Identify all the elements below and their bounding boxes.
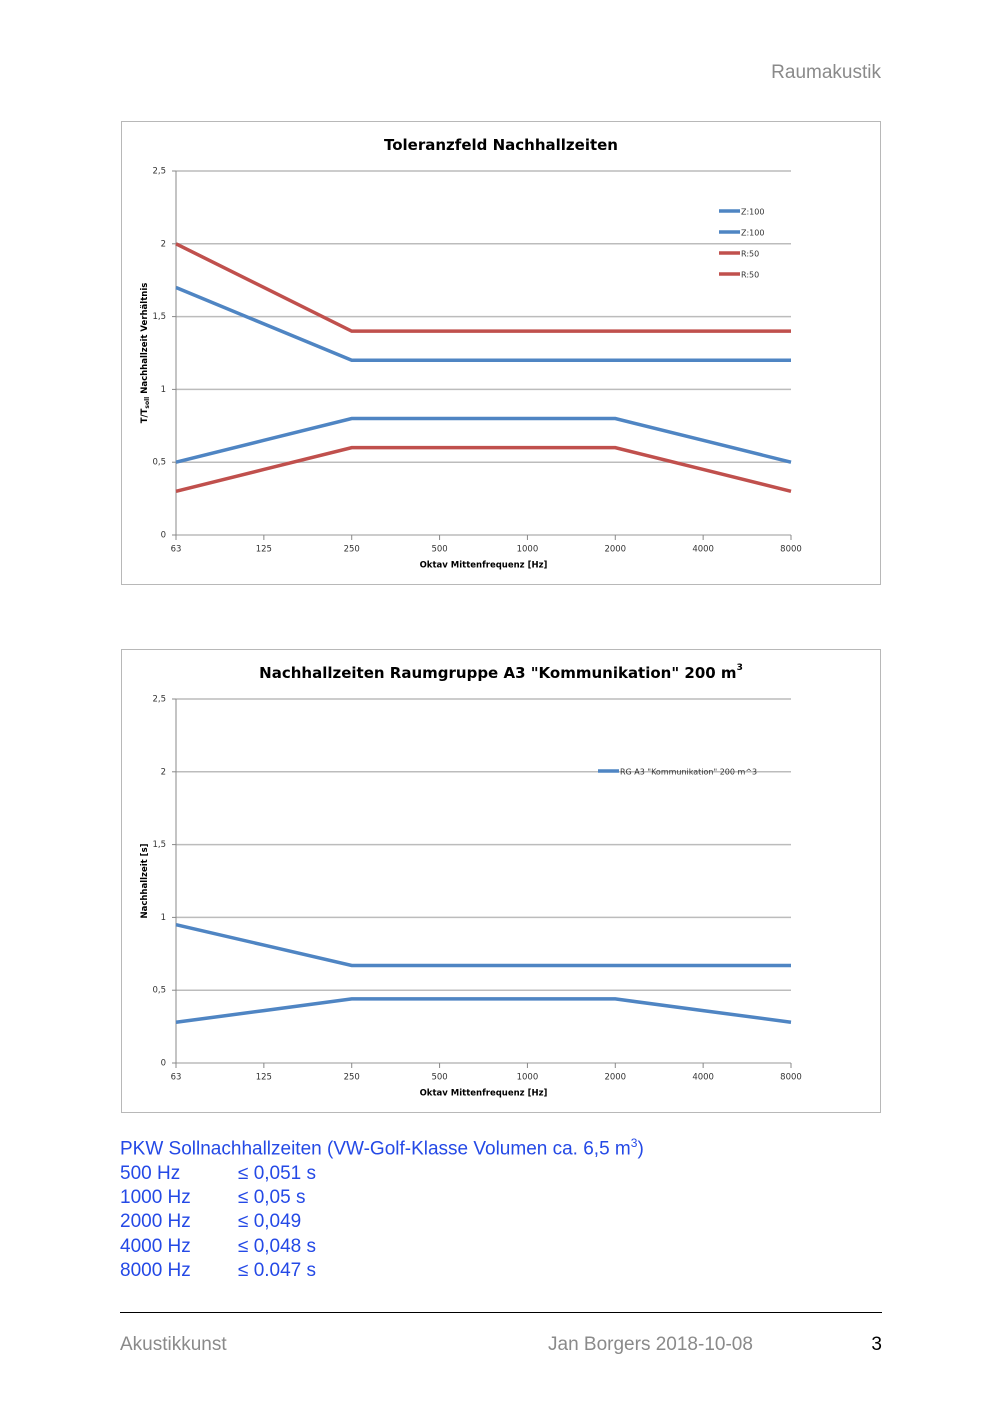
series-line bbox=[175, 922, 791, 968]
y-tick-label: 1,5 bbox=[152, 840, 166, 850]
x-tick-label: 63 bbox=[171, 1073, 182, 1083]
y-tick-label: 0,5 bbox=[152, 458, 166, 468]
title-text: Nachhallzeiten Raumgruppe A3 "Kommunikat… bbox=[259, 664, 736, 682]
x-tick-label: 4000 bbox=[692, 1073, 714, 1083]
chart: Toleranzfeld Nachhallzeiten 0 0,5 1 1,5 2 2,5 6… bbox=[140, 136, 802, 571]
y-tick-label: 2,5 bbox=[152, 695, 166, 705]
limit: ≤ 0,051 s bbox=[238, 1162, 317, 1184]
legend-label: Z:100 bbox=[741, 229, 764, 238]
x-tick-label: 500 bbox=[431, 1073, 447, 1083]
y-tick-label: 0 bbox=[161, 1059, 166, 1069]
series-line bbox=[175, 242, 791, 333]
chart-frame: Nachhallzeiten Raumgruppe A3 "Kommunikat… bbox=[121, 649, 881, 1113]
x-tick-label: 4000 bbox=[692, 545, 714, 555]
x-axis-title: Oktav Mittenfrequenz [Hz] bbox=[420, 561, 548, 571]
heading-sup: 3 bbox=[630, 1136, 638, 1150]
legend-label: RG A3 "Kommunikation" 200 m^3 bbox=[620, 768, 757, 777]
series-line bbox=[175, 997, 792, 1024]
x-tick-label: 1000 bbox=[517, 545, 539, 555]
chart-title: Nachhallzeiten Raumgruppe A3 "Kommunikat… bbox=[259, 663, 743, 682]
limit: ≤ 0,049 bbox=[238, 1211, 302, 1233]
y-tick-label: 1,5 bbox=[152, 312, 166, 322]
x-tick-label: 8000 bbox=[780, 1073, 802, 1083]
y-tick-label: 0 bbox=[161, 531, 166, 541]
notes-row: 8000 Hz ≤ 0.047 s bbox=[120, 1259, 644, 1283]
frequency: 4000 Hz bbox=[120, 1235, 191, 1257]
notes: PKW Sollnachhallzeiten (VW-Golf-Klasse V… bbox=[120, 1131, 644, 1283]
chart-frame: Toleranzfeld Nachhallzeiten 0 0,5 1 1,5 2 2,5 6… bbox=[121, 121, 881, 585]
y-tick-label: 2 bbox=[161, 239, 166, 249]
x-tick-label: 8000 bbox=[780, 545, 802, 555]
series-line bbox=[175, 416, 792, 464]
chart: Nachhallzeiten Raumgruppe A3 "Kommunikat… bbox=[140, 663, 802, 1099]
y-tick-label: 2 bbox=[161, 767, 166, 777]
y-tick-label: 0,5 bbox=[152, 986, 166, 996]
page-number: 3 bbox=[871, 1334, 882, 1355]
x-tick-label: 63 bbox=[171, 545, 182, 555]
frequency: 1000 Hz bbox=[120, 1186, 191, 1208]
limit: ≤ 0,05 s bbox=[238, 1186, 306, 1208]
x-tick-label: 500 bbox=[431, 545, 447, 555]
footer-center: Jan Borgers 2018-10-08 bbox=[548, 1334, 753, 1355]
x-tick-label: 125 bbox=[256, 1073, 272, 1083]
notes-row: 1000 Hz ≤ 0,05 s bbox=[120, 1186, 644, 1210]
title-sup: 3 bbox=[737, 663, 743, 673]
x-tick-label: 1000 bbox=[517, 1073, 539, 1083]
series-line bbox=[175, 445, 792, 494]
heading-text: PKW Sollnachhallzeiten (VW-Golf-Klasse V… bbox=[120, 1138, 631, 1160]
notes-rows: 500 Hz ≤ 0,051 s 1000 Hz ≤ 0,05 s 2000 Hz ≤ 0… bbox=[120, 1162, 644, 1283]
notes-heading: PKW Sollnachhallzeiten (VW-Golf-Klasse V… bbox=[120, 1131, 644, 1162]
x-tick-label: 250 bbox=[344, 1073, 360, 1083]
x-tick-label: 125 bbox=[256, 545, 272, 555]
notes-row: 4000 Hz ≤ 0,048 s bbox=[120, 1235, 644, 1259]
x-axis-title: Oktav Mittenfrequenz [Hz] bbox=[420, 1089, 548, 1099]
x-tick-label: 2000 bbox=[604, 1073, 626, 1083]
x-tick-label: 250 bbox=[344, 545, 360, 555]
chart-title: Toleranzfeld Nachhallzeiten bbox=[384, 136, 618, 154]
footer-rule bbox=[120, 1312, 882, 1313]
legend-label: R:50 bbox=[741, 250, 759, 259]
notes-row: 2000 Hz ≤ 0,049 bbox=[120, 1210, 644, 1234]
legend-label: Z:100 bbox=[741, 208, 764, 217]
y-axis-title: T/Tsoll Nachhallzeit Verhältnis bbox=[140, 283, 151, 424]
title-text: Toleranzfeld Nachhallzeiten bbox=[384, 136, 618, 154]
y-tick-label: 1 bbox=[161, 913, 166, 923]
y-tick-label: 1 bbox=[161, 385, 166, 395]
y-title-text: Nachhallzeit [s] bbox=[140, 843, 150, 918]
y-title-text: T/T bbox=[140, 408, 150, 423]
notes-row: 500 Hz ≤ 0,051 s bbox=[120, 1162, 644, 1186]
frequency: 8000 Hz bbox=[120, 1259, 191, 1281]
x-tick-label: 2000 bbox=[604, 545, 626, 555]
limit: ≤ 0,048 s bbox=[238, 1235, 317, 1257]
frequency: 500 Hz bbox=[120, 1162, 181, 1184]
y-title-sub: soll bbox=[144, 397, 151, 409]
footer-left: Akustikkunst bbox=[120, 1334, 227, 1355]
y-title-rest: Nachhallzeit Verhältnis bbox=[140, 283, 150, 394]
frequency: 2000 Hz bbox=[120, 1211, 191, 1233]
series-line bbox=[175, 285, 791, 363]
limit: ≤ 0.047 s bbox=[238, 1259, 317, 1281]
header: Raumakustik bbox=[771, 62, 881, 83]
y-tick-label: 2,5 bbox=[152, 167, 166, 177]
heading-end: ) bbox=[637, 1138, 644, 1160]
y-axis-title: Nachhallzeit [s] bbox=[140, 843, 150, 918]
legend-label: R:50 bbox=[741, 271, 759, 280]
